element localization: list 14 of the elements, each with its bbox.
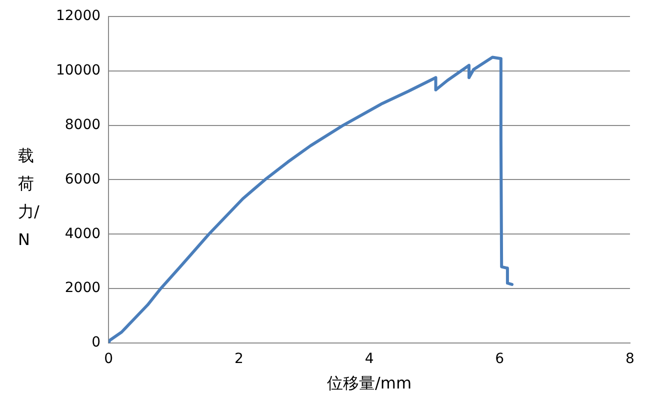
y-tick-label: 0 [92, 334, 101, 351]
y-tick-label: 4000 [64, 226, 101, 242]
x-tick-label: 4 [364, 351, 374, 368]
y-tick-label: 10000 [56, 62, 101, 78]
x-tick-label: 0 [104, 351, 113, 368]
y-tick-label: 8000 [64, 116, 101, 133]
y-tick-label: 2000 [64, 280, 101, 296]
x-tick-label: 8 [626, 351, 634, 368]
y-tick-label: 12000 [56, 8, 101, 24]
x-axis-title: 位移量/mm [326, 374, 412, 393]
x-tick-label: 2 [234, 351, 244, 368]
y-axis-title: 载荷力/N [18, 145, 40, 251]
x-tick-label: 6 [495, 351, 504, 368]
y-tick-label: 6000 [64, 171, 101, 188]
